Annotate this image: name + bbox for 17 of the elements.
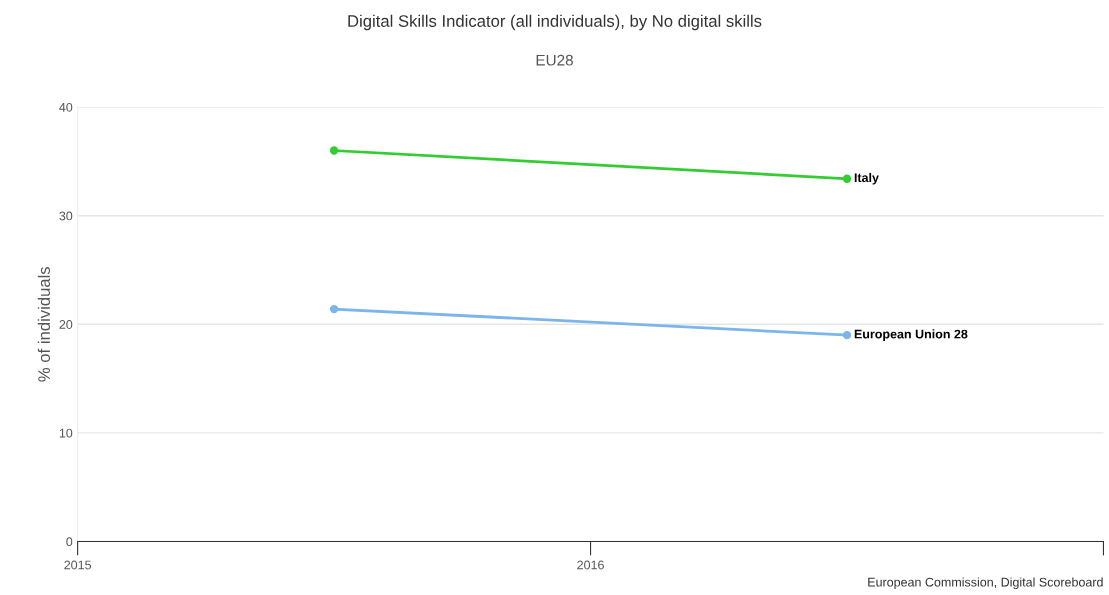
y-tick-label: 30 (59, 211, 73, 221)
y-axis-title: % of individuals (37, 266, 51, 382)
point (329, 146, 339, 155)
chart-subtitle: EU28 (536, 54, 573, 66)
series-label: European Union 28 (854, 329, 968, 341)
x-tick-label: 2016 (577, 560, 604, 570)
series-label: Italy (854, 172, 879, 185)
chart-title: Digital Skills Indicator (all individuals), by No digital skills (348, 14, 762, 31)
x-tick-label: 2015 (64, 560, 92, 570)
y-tick-label: 10 (59, 428, 73, 438)
point (329, 304, 339, 314)
y-tick-label: 20 (59, 320, 73, 329)
y-tick-label: 40 (59, 102, 73, 112)
point (842, 330, 852, 340)
point (842, 174, 852, 183)
text: European Commission, Digital Scoreboard (868, 577, 1103, 590)
y-tick-label: 0 (66, 537, 73, 547)
